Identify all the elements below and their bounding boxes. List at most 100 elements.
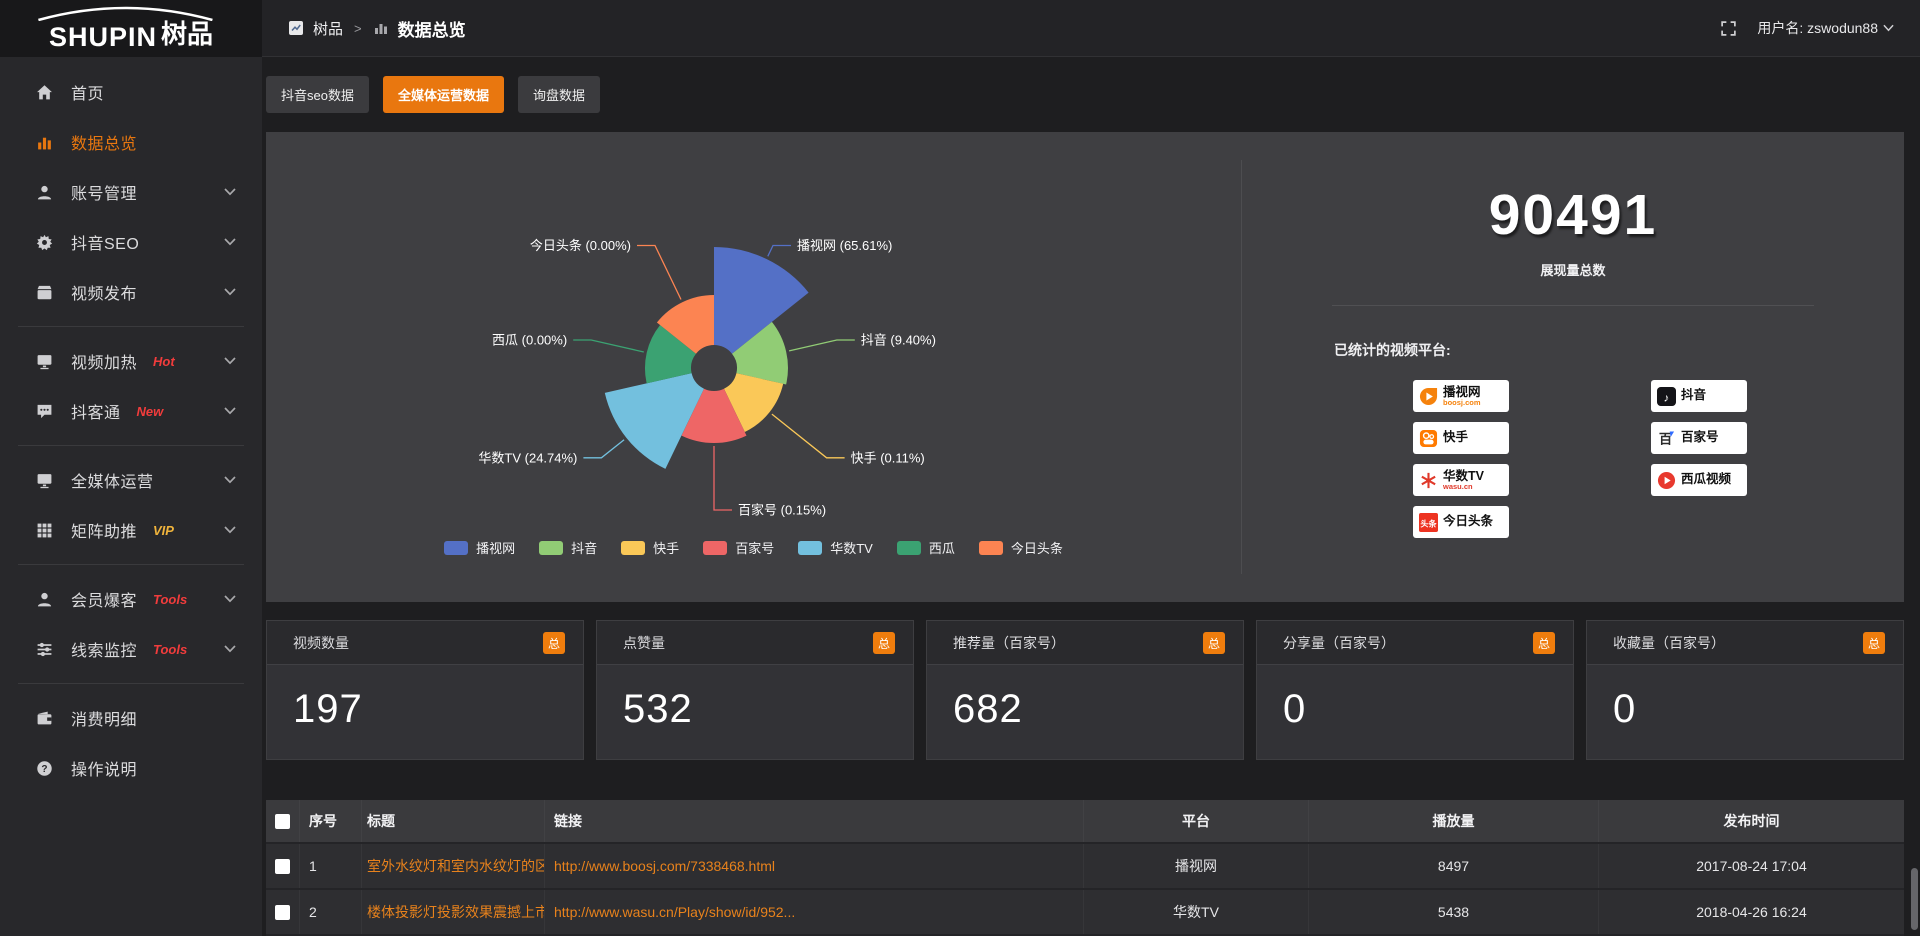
total-badge: 总 [873, 632, 895, 654]
row-checkbox[interactable] [275, 858, 290, 874]
pie-slice-西瓜[interactable] [644, 325, 696, 384]
pie-slice-快手[interactable] [724, 373, 784, 432]
svg-text:♪: ♪ [1664, 392, 1670, 404]
sidebar-item-会员爆客[interactable]: 会员爆客 Tools [0, 574, 262, 624]
question-icon: ? [36, 760, 53, 777]
sidebar-item-全媒体运营[interactable]: 全媒体运营 [0, 455, 262, 505]
sidebar-item-账号管理[interactable]: 账号管理 [0, 167, 262, 217]
sidebar-item-label: 数据总览 [71, 136, 138, 153]
cell-link[interactable]: http://www.boosj.com/7338468.html [545, 844, 1084, 888]
platform-name: 播视网 [1443, 384, 1481, 399]
chat-icon [36, 403, 53, 420]
pie-slice-播视网[interactable] [714, 247, 809, 354]
sidebar-item-label: 线索监控 [71, 643, 138, 660]
sidebar-item-label: 视频加热 [71, 355, 138, 372]
sidebar-item-label: 首页 [71, 86, 105, 103]
menu-divider [18, 564, 244, 565]
pie-slice-百家号[interactable] [681, 388, 747, 444]
tab-抖音seo数据[interactable]: 抖音seo数据 [266, 76, 369, 113]
pie-label-西瓜: 西瓜 (0.00%) [492, 333, 567, 348]
douyin-logo: ♪ [1657, 386, 1676, 406]
menu-divider [18, 683, 244, 684]
breadcrumb-root[interactable]: 树品 [313, 20, 344, 38]
pie-slice-抖音[interactable] [732, 321, 788, 385]
label-line-快手 [771, 413, 845, 459]
row-checkbox[interactable] [275, 904, 290, 920]
sidebar-item-消费明细[interactable]: 消费明细 [0, 693, 262, 743]
overview-panel: 播视网 (65.61%) 抖音 (9.40%) 快手 (0.11%) 百家号 (0.1… [266, 132, 1904, 602]
cell-plays: 8497 [1309, 844, 1599, 888]
platform-chip-今日头条: 头条 今日头条 [1413, 506, 1509, 538]
row-select-cell [266, 844, 300, 888]
legend-item-今日头条[interactable]: 今日头条 [978, 538, 1063, 557]
chevron-down-icon [224, 402, 236, 420]
pie-slice-今日头条[interactable] [656, 295, 714, 354]
column-header-平台: 平台 [1084, 800, 1309, 842]
sidebar-badge-New: New [136, 403, 164, 419]
legend-swatch [978, 540, 1003, 555]
sidebar-item-label: 全媒体运营 [71, 474, 154, 491]
sidebar-item-首页[interactable]: 首页 [0, 67, 262, 117]
sidebar-item-抖客通[interactable]: 抖客通 New [0, 386, 262, 436]
legend-swatch [444, 540, 469, 555]
legend-item-播视网[interactable]: 播视网 [444, 538, 515, 557]
tab-全媒体运营数据[interactable]: 全媒体运营数据 [382, 76, 504, 113]
legend-label: 百家号 [735, 541, 775, 556]
select-all-checkbox[interactable] [275, 813, 290, 829]
legend-item-百家号[interactable]: 百家号 [703, 538, 774, 557]
wallet-icon [36, 710, 53, 727]
legend-item-西瓜[interactable]: 西瓜 [896, 538, 955, 557]
xigua-logo [1657, 471, 1676, 490]
sidebar-item-视频加热[interactable]: 视频加热 Hot [0, 336, 262, 386]
sidebar-item-label: 会员爆客 [71, 593, 138, 610]
label-line-百家号 [713, 446, 732, 511]
cell-title[interactable]: 楼体投影灯投影效果震撼上市 [362, 890, 545, 934]
cell-link[interactable]: http://www.wasu.cn/Play/show/id/952... [545, 890, 1084, 934]
fullscreen-icon[interactable] [1720, 20, 1737, 37]
platform-name: 西瓜视频 [1681, 472, 1732, 487]
sidebar-item-label: 账号管理 [71, 186, 138, 203]
sidebar-badge-VIP: VIP [153, 522, 174, 538]
platform-share-chart: 播视网 (65.61%) 抖音 (9.40%) 快手 (0.11%) 百家号 (0.1… [266, 132, 1241, 602]
sidebar-item-label: 消费明细 [71, 712, 138, 729]
breadcrumb-current[interactable]: 数据总览 [397, 20, 466, 40]
sidebar-item-矩阵助推[interactable]: 矩阵助推 VIP [0, 505, 262, 555]
card-title: 分享量（百家号） [1283, 634, 1395, 651]
chevron-down-icon [1883, 24, 1894, 32]
card-value: 0 [1613, 687, 1637, 731]
platform-name: 百家号 [1681, 430, 1719, 445]
label-line-播视网 [767, 244, 791, 257]
legend-label: 抖音 [571, 541, 598, 556]
chevron-down-icon [224, 640, 236, 658]
sidebar-item-数据总览[interactable]: 数据总览 [0, 117, 262, 167]
legend-item-华数TV[interactable]: 华数TV [798, 538, 873, 557]
cell-no: 2 [300, 890, 362, 934]
legend-item-抖音[interactable]: 抖音 [539, 538, 597, 557]
card-value: 682 [953, 687, 1023, 731]
svg-text:头条: 头条 [1420, 518, 1437, 528]
user-menu[interactable]: 用户名: zswodun88 [1757, 18, 1894, 38]
breadcrumb-app-icon [288, 20, 304, 36]
pie-slice-华数TV[interactable] [604, 373, 704, 469]
cell-title[interactable]: 室外水纹灯和室内水纹灯的区别和简介 [362, 844, 545, 888]
card-value: 0 [1283, 687, 1307, 731]
legend-item-快手[interactable]: 快手 [621, 538, 679, 557]
legend-swatch [798, 540, 823, 555]
brand-name-cn: 树品 [161, 19, 214, 49]
column-header-序号: 序号 [300, 800, 362, 842]
sidebar-item-视频发布[interactable]: 视频发布 [0, 267, 262, 317]
sidebar-item-线索监控[interactable]: 线索监控 Tools [0, 624, 262, 674]
scrollbar-thumb[interactable] [1911, 868, 1918, 930]
sidebar-item-操作说明[interactable]: ? 操作说明 [0, 743, 262, 793]
platform-name: 抖音 [1681, 388, 1707, 403]
data-tabs: 抖音seo数据 全媒体运营数据 询盘数据 [266, 76, 600, 113]
card-value: 197 [293, 687, 363, 731]
tab-询盘数据[interactable]: 询盘数据 [517, 76, 600, 113]
app-logo: SHUPIN 树品 [0, 0, 262, 57]
card-header: 分享量（百家号） 总 [1257, 621, 1573, 665]
pie-label-播视网: 播视网 (65.61%) [797, 238, 892, 253]
sidebar-item-抖音SEO[interactable]: 抖音SEO [0, 217, 262, 267]
menu-divider [18, 326, 244, 327]
label-line-华数TV [583, 439, 625, 459]
